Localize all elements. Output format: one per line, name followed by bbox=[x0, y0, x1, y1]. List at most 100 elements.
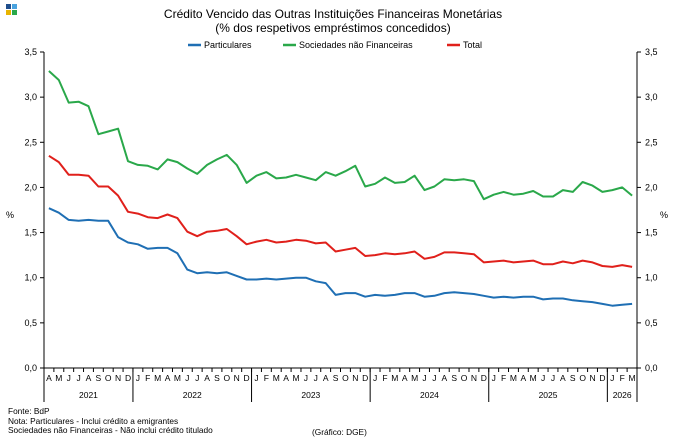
x-tick-label-month: D bbox=[362, 373, 368, 383]
x-tick-label-year: 2025 bbox=[539, 390, 558, 400]
x-tick-label-month: A bbox=[204, 373, 210, 383]
y-tick-label-left: 1,0 bbox=[24, 273, 37, 283]
x-tick-label-month: N bbox=[352, 373, 358, 383]
x-tick-label-month: M bbox=[292, 373, 299, 383]
y-tick-label-right: 0,0 bbox=[645, 363, 658, 373]
x-tick-label-year: 2021 bbox=[79, 390, 98, 400]
x-tick-label-month: J bbox=[195, 373, 199, 383]
x-tick-label-month: N bbox=[115, 373, 121, 383]
series-line-total bbox=[48, 154, 633, 268]
x-tick-label-month: M bbox=[174, 373, 181, 383]
x-tick-label-month: O bbox=[105, 373, 112, 383]
series-lines bbox=[48, 70, 633, 307]
x-tick-label-month: J bbox=[422, 373, 426, 383]
y-tick-label-left: 0,5 bbox=[24, 318, 37, 328]
x-tick-label-month: N bbox=[471, 373, 477, 383]
x-tick-label-month: A bbox=[46, 373, 52, 383]
source-note: Fonte: BdP bbox=[8, 406, 50, 416]
legend: Particulares Sociedades não Financeiras To… bbox=[188, 40, 482, 50]
legend-label-total: Total bbox=[463, 40, 482, 50]
y-tick-label-left: 2,0 bbox=[24, 182, 37, 192]
x-tick-label-month: J bbox=[136, 373, 140, 383]
x-tick-label-month: M bbox=[391, 373, 398, 383]
x-tick-label-month: J bbox=[76, 373, 80, 383]
x-tick-label-month: F bbox=[382, 373, 387, 383]
x-tick-label-month: M bbox=[530, 373, 537, 383]
x-tick-label-month: A bbox=[402, 373, 408, 383]
x-tick-label-month: S bbox=[333, 373, 339, 383]
x-tick-label-month: F bbox=[145, 373, 150, 383]
y-tick-label-right: 1,5 bbox=[645, 228, 658, 238]
x-tick-label-month: O bbox=[579, 373, 586, 383]
x-tick-label-month: J bbox=[314, 373, 318, 383]
y-tick-label-left: 3,0 bbox=[24, 92, 37, 102]
x-tick-label-year: 2023 bbox=[301, 390, 320, 400]
x-tick-label-month: M bbox=[154, 373, 161, 383]
x-tick-label-month: S bbox=[214, 373, 220, 383]
note-sociedades: Sociedades não Financeiras - Não inclui … bbox=[8, 425, 213, 436]
x-tick-label-month: D bbox=[481, 373, 487, 383]
x-tick-label-month: A bbox=[86, 373, 92, 383]
logo-square-2 bbox=[12, 4, 17, 9]
x-tick-label-month: M bbox=[55, 373, 62, 383]
y-tick-label-left: 2,5 bbox=[24, 137, 37, 147]
x-tick-label-month: J bbox=[304, 373, 308, 383]
logo-icon bbox=[6, 4, 18, 16]
y-tick-label-right: 3,0 bbox=[645, 92, 658, 102]
note-particulares: Nota: Particulares - Inclui crédito a em… bbox=[8, 415, 179, 426]
legend-label-particulares: Particulares bbox=[204, 40, 252, 50]
series-line-sociedades-n-o-financeiras bbox=[48, 70, 633, 201]
x-tick-label-year: 2026 bbox=[613, 390, 632, 400]
chart-credit: (Gráfico: DGE) bbox=[312, 427, 367, 437]
y-tick-label-right: 3,5 bbox=[645, 47, 658, 57]
series-line-particulares bbox=[48, 207, 633, 307]
x-tick-label-month: A bbox=[165, 373, 171, 383]
footnotes: Fonte: BdP Nota: Particulares - Inclui c… bbox=[8, 406, 213, 436]
y-axis-label-left: % bbox=[6, 210, 14, 220]
x-tick-label-month: A bbox=[283, 373, 289, 383]
y-axis-label-right: % bbox=[660, 210, 668, 220]
x-tick-label-month: A bbox=[323, 373, 329, 383]
y-tick-label-right: 0,5 bbox=[645, 318, 658, 328]
logo-square-3 bbox=[6, 10, 11, 15]
x-tick-label-month: M bbox=[510, 373, 517, 383]
x-tick-label-month: M bbox=[629, 373, 636, 383]
x-tick-label-month: J bbox=[373, 373, 377, 383]
x-tick-label-month: A bbox=[441, 373, 447, 383]
x-tick-label-month: J bbox=[541, 373, 545, 383]
x-tick-label-year: 2024 bbox=[420, 390, 439, 400]
x-tick-label-month: J bbox=[551, 373, 555, 383]
x-tick-label-month: M bbox=[411, 373, 418, 383]
chart-subtitle: (% dos respetivos empréstimos concedidos… bbox=[215, 21, 450, 35]
x-tick-label-month: J bbox=[492, 373, 496, 383]
x-tick-label-year: 2022 bbox=[183, 390, 202, 400]
logo-square-1 bbox=[6, 4, 11, 9]
x-tick-label-month: F bbox=[264, 373, 269, 383]
chart-title: Crédito Vencido das Outras Instituições … bbox=[164, 7, 502, 21]
x-tick-label-month: N bbox=[589, 373, 595, 383]
x-tick-label-month: O bbox=[224, 373, 231, 383]
x-tick-label-month: M bbox=[273, 373, 280, 383]
x-tick-label-month: S bbox=[451, 373, 457, 383]
x-tick-label-month: J bbox=[67, 373, 71, 383]
x-tick-label-month: S bbox=[570, 373, 576, 383]
x-tick-label-month: F bbox=[501, 373, 506, 383]
logo-square-4 bbox=[12, 10, 17, 15]
x-tick-label-month: D bbox=[125, 373, 131, 383]
y-tick-label-left: 1,5 bbox=[24, 228, 37, 238]
x-tick-label-month: S bbox=[96, 373, 102, 383]
x-tick-label-month: D bbox=[244, 373, 250, 383]
y-tick-label-right: 2,5 bbox=[645, 137, 658, 147]
y-tick-label-right: 2,0 bbox=[645, 182, 658, 192]
y-tick-label-right: 1,0 bbox=[645, 273, 658, 283]
x-tick-label-month: N bbox=[234, 373, 240, 383]
x-tick-label-month: F bbox=[620, 373, 625, 383]
y-tick-label-left: 0,0 bbox=[24, 363, 37, 373]
x-tick-label-month: J bbox=[610, 373, 614, 383]
y-tick-label-left: 3,5 bbox=[24, 47, 37, 57]
legend-label-sociedades-n-o-financeiras: Sociedades não Financeiras bbox=[299, 40, 413, 50]
x-tick-label-month: O bbox=[461, 373, 468, 383]
x-tick-label-month: J bbox=[185, 373, 189, 383]
x-tick-label-month: A bbox=[521, 373, 527, 383]
